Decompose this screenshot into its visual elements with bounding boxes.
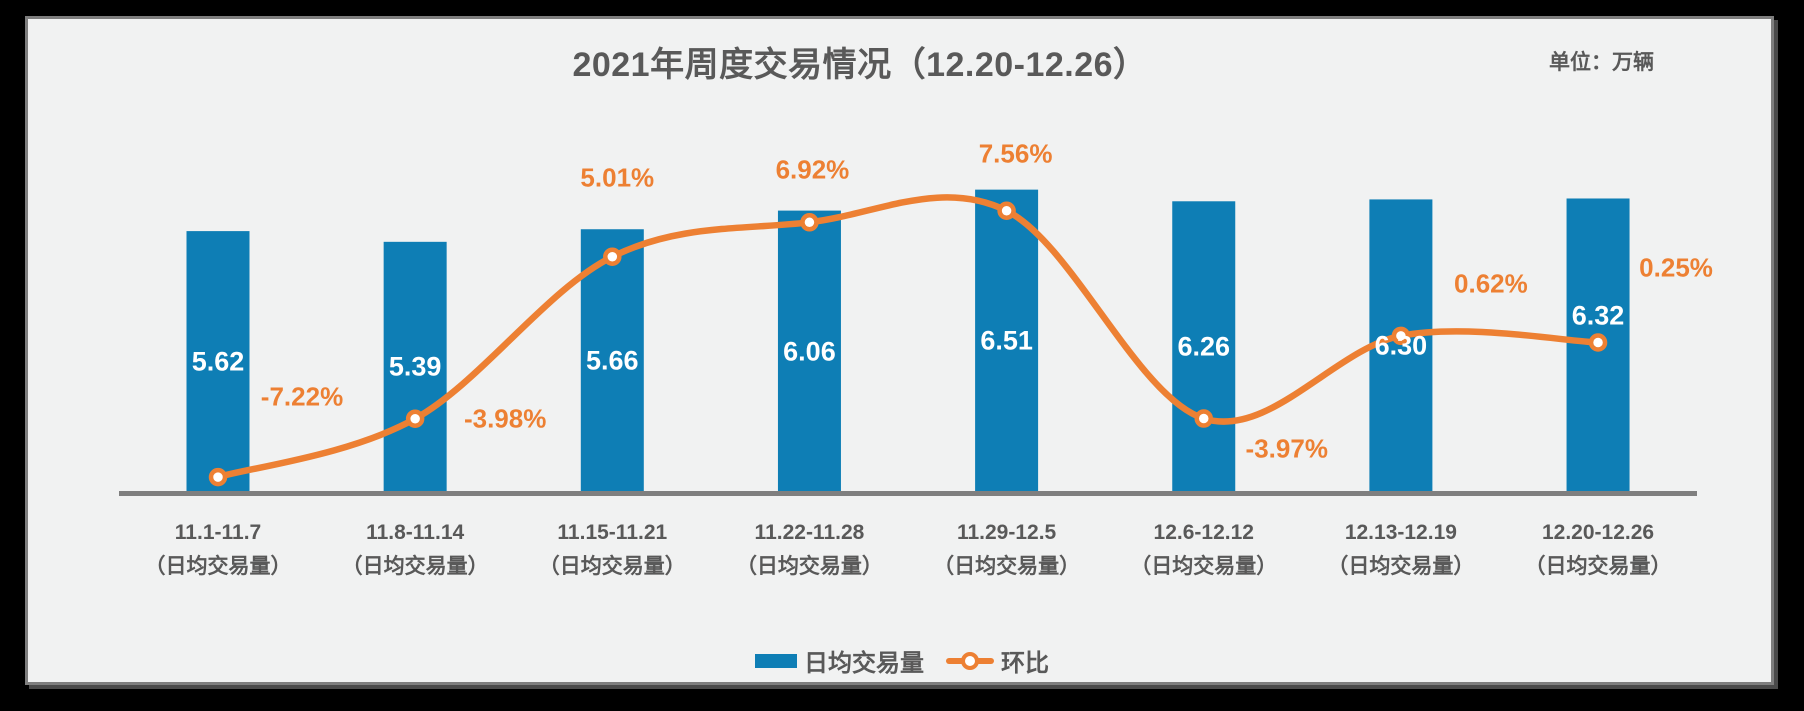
x-axis-label-subtitle: （日均交易量） (933, 555, 1081, 578)
x-axis-label-range: 11.1-11.7 (174, 521, 262, 544)
legend-bar-label: 日均交易量 (804, 650, 924, 677)
bar (975, 189, 1039, 493)
x-axis-label-range: 11.8-11.14 (366, 521, 465, 544)
x-axis-label: 12.13-12.19 （日均交易量） (1291, 516, 1511, 584)
data-point-marker (208, 467, 228, 487)
bar (580, 229, 644, 493)
pct-label: -3.98% (463, 403, 547, 434)
x-axis-label-subtitle: （日均交易量） (538, 555, 686, 578)
x-axis-label: 11.29-12.5 （日均交易量） (897, 516, 1117, 584)
data-point-marker (603, 247, 622, 266)
x-axis-label: 12.20-12.26 （日均交易量） (1488, 516, 1708, 584)
x-axis-label-subtitle: （日均交易量） (144, 555, 292, 578)
legend-item-line-series: 环比 (946, 643, 1049, 678)
bar (777, 210, 841, 493)
bar (1369, 199, 1433, 494)
legend-line-swatch-icon (946, 651, 994, 671)
data-point-marker (997, 201, 1016, 221)
pct-label: 0.62% (1454, 268, 1528, 299)
x-axis-label: 11.22-11.28 （日均交易量） (699, 516, 919, 584)
data-point-marker (1391, 326, 1411, 346)
bar-value-label: 5.39 (388, 351, 442, 382)
data-point-marker (405, 409, 425, 428)
legend-item-bar-series: 日均交易量 (755, 643, 924, 678)
x-axis-line (119, 491, 1697, 496)
legend: 日均交易量 环比 (0, 643, 1804, 678)
x-axis-label-subtitle: （日均交易量） (735, 555, 883, 578)
pct-label: 6.92% (775, 154, 850, 185)
x-axis-label: 12.6-12.12 （日均交易量） (1094, 516, 1314, 584)
legend-line-label: 环比 (1001, 650, 1049, 677)
chart-panel (25, 16, 1774, 685)
pct-label: -3.97% (1245, 433, 1328, 464)
bar (186, 231, 250, 493)
bar-value-label: 6.26 (1177, 331, 1231, 362)
x-axis-label-range: 12.6-12.12 (1153, 521, 1254, 544)
x-axis-label: 11.8-11.14 （日均交易量） (305, 516, 525, 584)
pct-label: -7.22% (260, 381, 344, 412)
x-axis-label-range: 11.15-11.21 (557, 521, 668, 544)
data-point-marker (1588, 333, 1608, 352)
bar-value-label: 5.62 (191, 346, 245, 377)
bar-value-label: 5.66 (586, 345, 639, 376)
x-axis-label-subtitle: （日均交易量） (1327, 555, 1475, 578)
x-axis-label-range: 11.22-11.28 (754, 521, 865, 544)
x-axis-label-range: 11.29-12.5 (956, 521, 1057, 544)
bar-value-label: 6.32 (1571, 300, 1625, 331)
x-axis-label: 11.15-11.21 （日均交易量） (502, 516, 722, 584)
bar (1172, 201, 1236, 493)
x-axis-label: 11.1-11.7 （日均交易量） (108, 516, 328, 584)
unit-label: 单位：万辆 (1549, 51, 1654, 74)
chart-title: 2021年周度交易情况（12.20-12.26） (572, 46, 1148, 84)
legend-bar-swatch-icon (755, 653, 797, 668)
data-point-marker (800, 213, 819, 232)
x-axis-label-subtitle: （日均交易量） (341, 555, 489, 578)
pct-label: 5.01% (580, 162, 655, 193)
bar (383, 241, 447, 493)
pct-label: 7.56% (978, 138, 1053, 169)
data-point-marker (1194, 409, 1213, 428)
bar-value-label: 6.06 (783, 336, 836, 367)
bar-value-label: 6.30 (1374, 330, 1428, 361)
pct-label: 0.25% (1639, 252, 1713, 283)
x-axis-label-range: 12.13-12.19 (1344, 521, 1457, 544)
x-axis-label-subtitle: （日均交易量） (1524, 555, 1672, 578)
trend-line (214, 194, 1602, 481)
x-axis-label-range: 12.20-12.26 (1541, 521, 1655, 544)
bar-value-label: 6.51 (980, 325, 1033, 356)
x-axis-label-subtitle: （日均交易量） (1130, 555, 1278, 578)
